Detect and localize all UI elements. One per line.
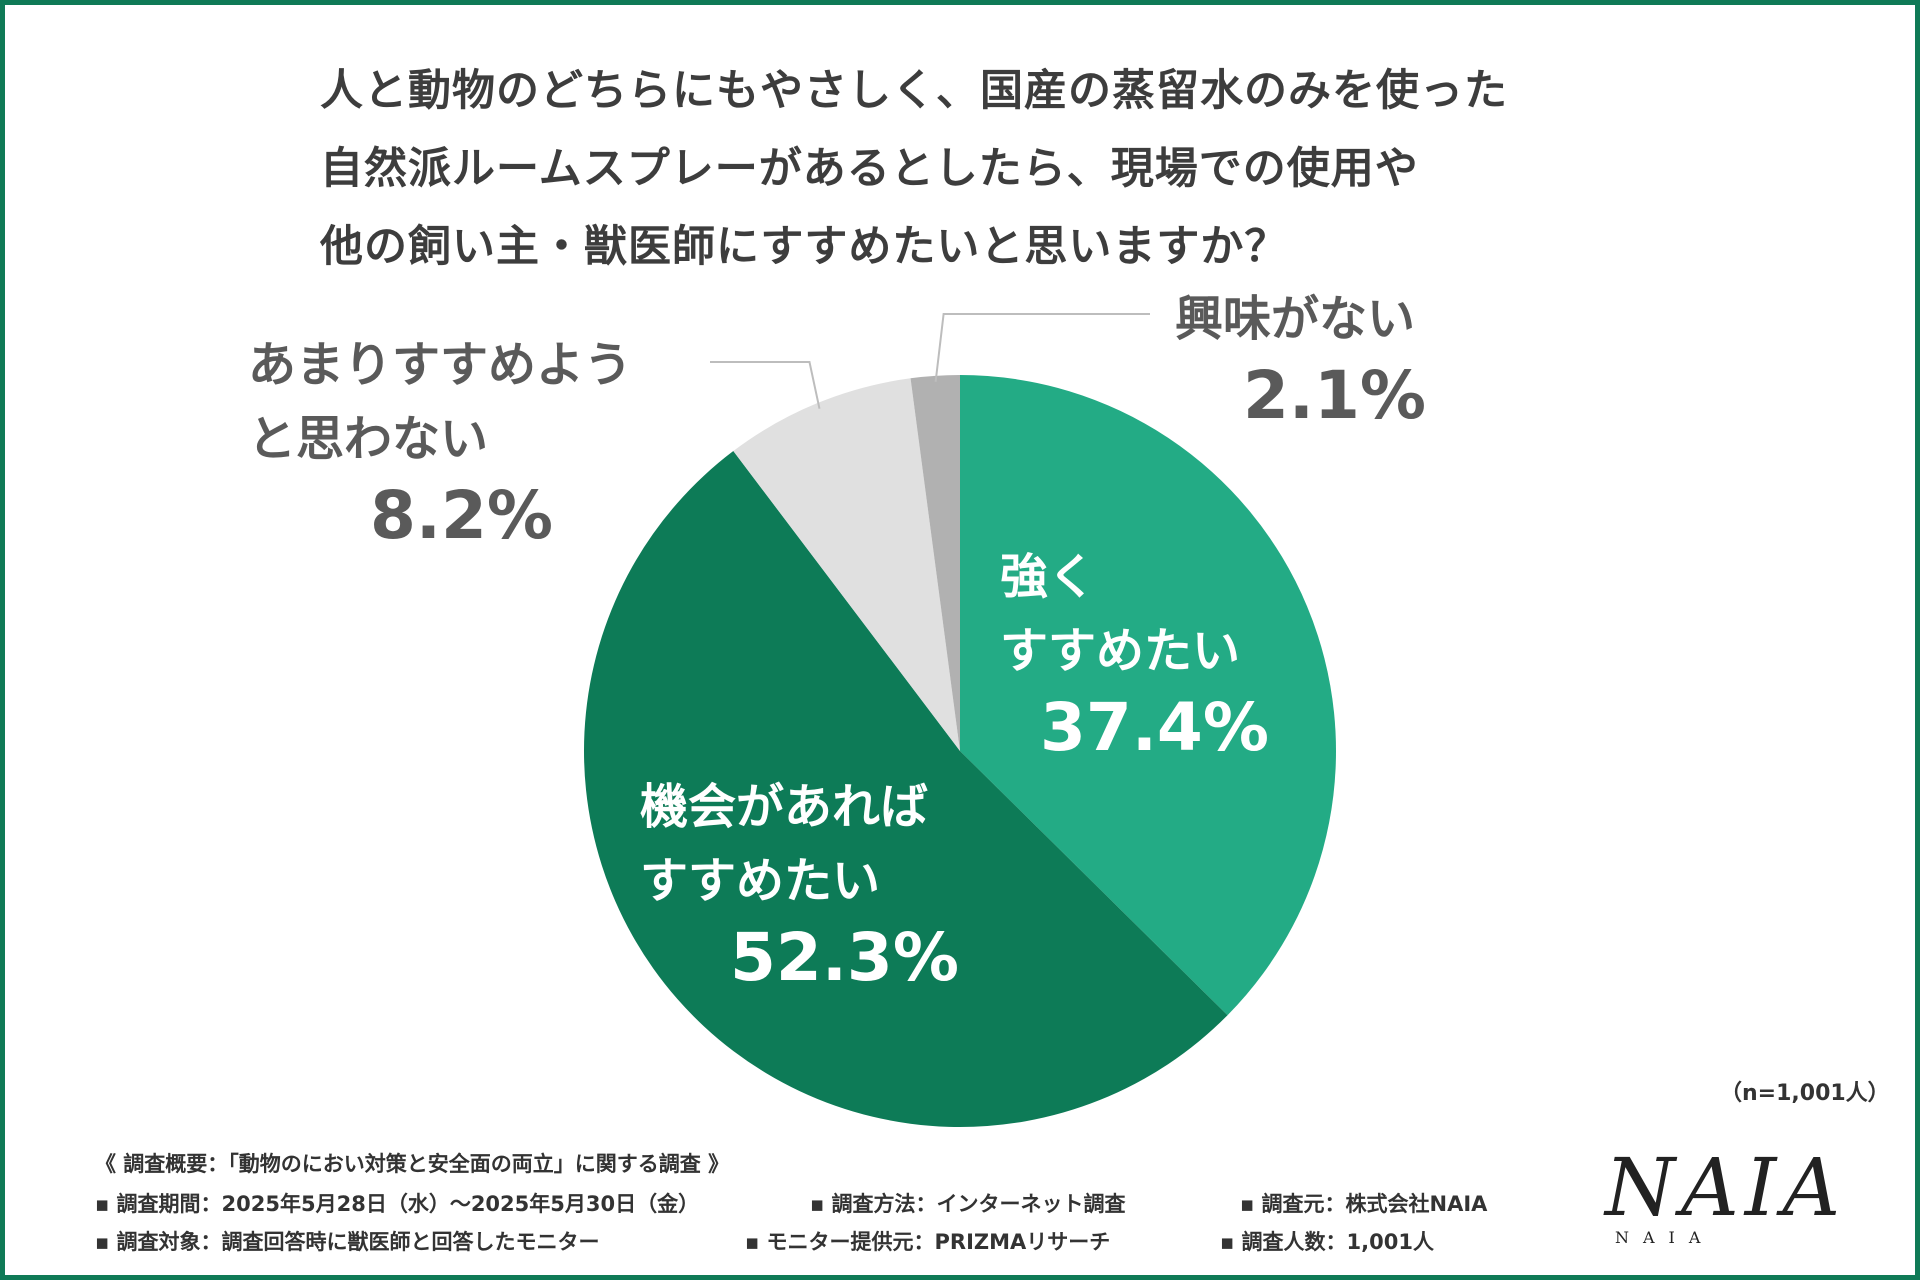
label-recommend-if-chance: 機会があれば すすめたい 52.3% — [640, 770, 959, 998]
label-line: 強く — [1000, 549, 1097, 605]
title-line-2: 自然派ルームスプレーがあるとしたら、現場での使用や — [320, 144, 1419, 194]
leader-line-not-really — [710, 361, 821, 409]
value-label: 8.2% — [370, 477, 554, 554]
logo-mark: NAIA — [1605, 1141, 1847, 1234]
label-strongly-recommend: 強く すすめたい 37.4% — [1000, 540, 1269, 768]
label-line: と思わない — [248, 411, 489, 467]
label-line: すすめたい — [1000, 623, 1241, 679]
value-label: 37.4% — [1040, 689, 1269, 766]
label-line: すすめたい — [640, 853, 881, 909]
label-line: 機会があれば — [640, 779, 929, 835]
slice-not-interested — [910, 375, 960, 751]
survey-count: ▪ 調査人数：1,001人 — [1220, 1230, 1434, 1254]
naia-logo: NAIA NAIA — [1605, 1141, 1847, 1248]
title-line-1: 人と動物のどちらにもやさしく、国産の蒸留水のみを使った — [320, 66, 1508, 116]
slice-strongly-recommend — [960, 375, 1336, 1016]
slice-not-really — [733, 378, 960, 751]
value-label: 2.1% — [1243, 357, 1427, 434]
title-line-3: 他の飼い主・獣医師にすすめたいと思いますか？ — [320, 222, 1289, 272]
value-label: 52.3% — [730, 919, 959, 996]
survey-provider: ▪ モニター提供元：PRIZMAリサーチ — [745, 1230, 1111, 1254]
sample-size: （n=1,001人） — [1720, 1081, 1890, 1106]
label-line: あまりすすめよう — [248, 337, 633, 393]
chart-title: 人と動物のどちらにもやさしく、国産の蒸留水のみを使った 自然派ルームスプレーがあ… — [320, 52, 1508, 286]
logo-subtext: NAIA — [1615, 1228, 1715, 1247]
survey-method: ▪ 調査方法：インターネット調査 — [810, 1192, 1126, 1216]
survey-source: ▪ 調査元：株式会社NAIA — [1240, 1192, 1488, 1216]
slice-recommend-if-chance — [583, 451, 1228, 1128]
label-not-interested: 興味がない 2.1% — [1175, 282, 1426, 436]
survey-period: ▪ 調査期間：2025年5月28日（水）〜2025年5月30日（金） — [95, 1192, 700, 1216]
survey-target: ▪ 調査対象：調査回答時に獣医師と回答したモニター — [95, 1230, 600, 1254]
label-line: 興味がない — [1175, 291, 1416, 347]
leader-line-not-interested — [934, 313, 1150, 382]
survey-overview: 《 調査概要：「動物のにおい対策と安全面の両立」に関する調査 》 — [95, 1152, 730, 1176]
label-not-really: あまりすすめよう と思わない 8.2% — [248, 328, 632, 556]
